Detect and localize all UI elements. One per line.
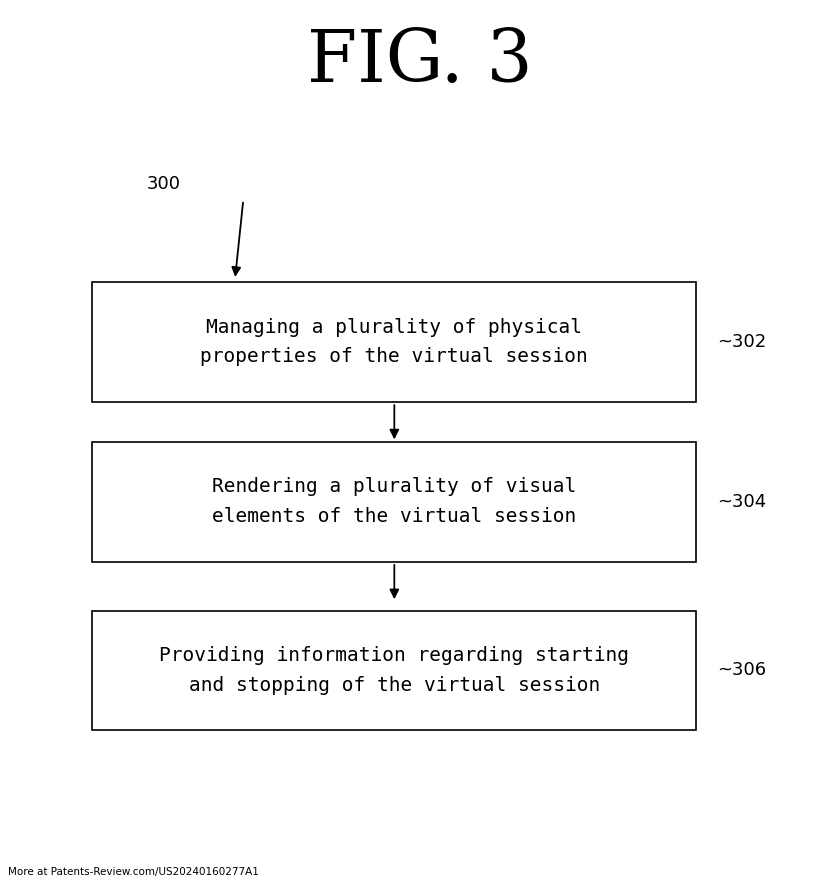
Text: Providing information regarding starting
and stopping of the virtual session: Providing information regarding starting… [159, 646, 629, 694]
Bar [92, 442, 696, 562]
Text: ~306: ~306 [717, 662, 767, 679]
Text: FIG. 3: FIG. 3 [307, 27, 532, 98]
Text: More at Patents-Review.com/US20240160277A1: More at Patents-Review.com/US20240160277… [8, 868, 259, 877]
Bar [92, 611, 696, 730]
Text: Rendering a plurality of visual
elements of the virtual session: Rendering a plurality of visual elements… [212, 478, 576, 526]
Bar [92, 282, 696, 401]
Text: 300: 300 [147, 175, 181, 193]
Text: Managing a plurality of physical
properties of the virtual session: Managing a plurality of physical propert… [201, 318, 588, 366]
Text: ~304: ~304 [717, 493, 767, 511]
Text: ~302: ~302 [717, 333, 767, 351]
